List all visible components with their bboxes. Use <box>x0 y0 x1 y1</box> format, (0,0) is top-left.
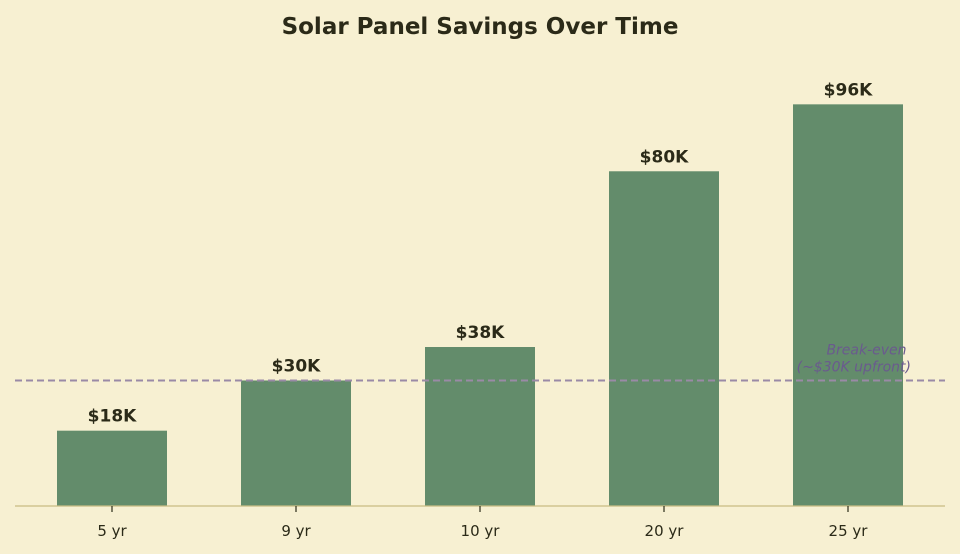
x-tick-label: 5 yr <box>97 522 127 540</box>
x-tick-label: 25 yr <box>829 522 869 540</box>
break-even-label-line-1: Break-even <box>826 342 906 358</box>
x-axis-ticks: 5 yr 9 yr 10 yr 20 yr 25 yr <box>97 506 868 540</box>
bar-5-yr <box>57 430 167 506</box>
x-tick-label: 10 yr <box>461 522 501 540</box>
break-even-label: Break-even (~$30K upfront) <box>797 342 911 375</box>
x-tick-label: 9 yr <box>281 522 311 540</box>
bar-value-label: $18K <box>88 407 137 427</box>
bar-value-label: $38K <box>456 323 505 343</box>
bar-20-yr <box>609 171 719 506</box>
bar-value-label: $80K <box>640 147 689 167</box>
bar-value-label: $96K <box>824 80 873 100</box>
bar-10-yr <box>425 347 535 506</box>
chart-title: Solar Panel Savings Over Time <box>282 14 679 40</box>
bar-25-yr <box>793 104 903 506</box>
break-even-label-line-2: (~$30K upfront) <box>797 359 911 375</box>
bar-value-label: $30K <box>272 356 321 376</box>
x-tick-label: 20 yr <box>645 522 685 540</box>
bar-9-yr <box>241 380 351 506</box>
bar-group: $18K $30K $38K $80K $96K <box>57 80 903 506</box>
